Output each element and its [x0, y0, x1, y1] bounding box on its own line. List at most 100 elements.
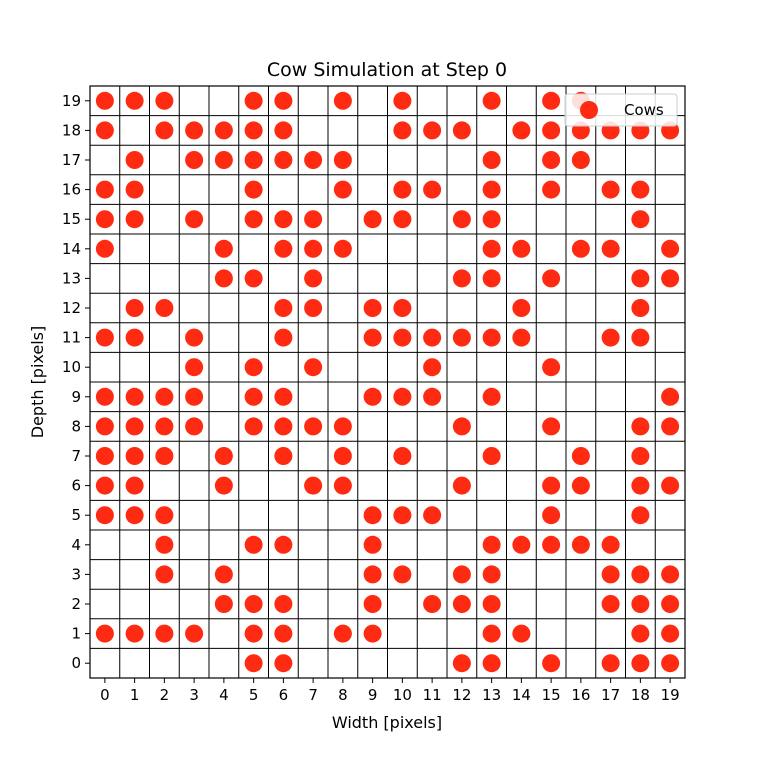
cow-point — [631, 269, 650, 288]
cow-point — [274, 328, 293, 347]
cow-point — [571, 447, 590, 465]
cow-point — [452, 328, 471, 347]
y-tick-label: 6 — [71, 477, 81, 495]
cow-point — [274, 417, 293, 436]
cow-point — [274, 654, 293, 673]
cow-point — [125, 387, 144, 406]
cow-point — [571, 476, 590, 495]
cow-point — [214, 239, 233, 258]
cow-point — [274, 535, 293, 554]
cow-point — [631, 447, 650, 465]
cow-point — [155, 299, 174, 317]
cow-point — [125, 417, 144, 436]
cow-point — [185, 387, 204, 406]
cow-point — [542, 91, 561, 110]
cow-point — [244, 417, 263, 436]
cow-point — [125, 91, 144, 110]
cow-point — [601, 180, 620, 199]
legend: Cows — [564, 93, 678, 127]
cow-point — [304, 239, 323, 258]
y-tick-label: 13 — [62, 269, 81, 287]
cow-point — [244, 358, 263, 377]
cow-point — [393, 506, 412, 525]
cow-point — [214, 565, 233, 584]
cow-point — [363, 595, 382, 613]
y-tick-label: 1 — [71, 625, 81, 643]
cow-point — [185, 624, 204, 643]
cow-point — [512, 239, 531, 258]
cow-point — [244, 269, 263, 288]
cow-point — [512, 328, 531, 347]
cow-point — [363, 506, 382, 525]
cow-point — [274, 299, 293, 317]
cow-point — [452, 595, 471, 613]
cow-point — [244, 387, 263, 406]
x-tick-label: 5 — [249, 686, 259, 704]
cow-point — [214, 121, 233, 140]
cow-point — [482, 565, 501, 584]
plot-frame — [89, 85, 686, 679]
cow-point — [393, 180, 412, 199]
y-tick-label: 15 — [62, 210, 81, 228]
cow-point — [482, 595, 501, 613]
cow-point — [631, 476, 650, 495]
cow-point — [661, 387, 680, 406]
cow-point — [661, 417, 680, 436]
x-tick-label: 7 — [308, 686, 318, 704]
cow-point — [125, 210, 144, 229]
cow-point — [155, 387, 174, 406]
cow-point — [333, 476, 352, 495]
x-tick-label: 9 — [368, 686, 378, 704]
x-tick-label: 13 — [482, 686, 501, 704]
cow-point — [661, 624, 680, 643]
cow-point — [214, 595, 233, 613]
cow-point — [631, 299, 650, 317]
cow-point — [452, 476, 471, 495]
x-axis-label: Width [pixels] — [332, 713, 442, 732]
cow-point — [244, 624, 263, 643]
x-tick-label: 11 — [423, 686, 442, 704]
x-axis-ticks: 0 1 2 3 4 5 6 7 8 9 10 11 12 13 14 15 16 17 18 19 — [100, 678, 680, 704]
cow-point — [393, 91, 412, 110]
cow-point — [601, 535, 620, 554]
cow-point — [95, 180, 114, 199]
cow-point — [452, 417, 471, 436]
x-tick-label: 14 — [512, 686, 531, 704]
cow-point — [95, 506, 114, 525]
y-tick-label: 4 — [71, 536, 81, 554]
x-tick-label: 6 — [279, 686, 289, 704]
x-tick-label: 3 — [189, 686, 199, 704]
cow-point — [155, 91, 174, 110]
cow-point — [542, 476, 561, 495]
cow-point — [631, 565, 650, 584]
y-tick-label: 5 — [71, 506, 81, 524]
cow-point — [125, 476, 144, 495]
cow-point — [125, 180, 144, 199]
cow-point — [155, 565, 174, 584]
cow-point — [363, 565, 382, 584]
cow-point — [274, 121, 293, 140]
cow-point — [661, 565, 680, 584]
y-tick-label: 17 — [62, 151, 81, 169]
y-tick-label: 11 — [62, 329, 81, 347]
y-tick-label: 12 — [62, 299, 81, 317]
cow-point — [393, 387, 412, 406]
y-tick-label: 0 — [71, 654, 81, 672]
cow-point — [304, 476, 323, 495]
cow-point — [155, 121, 174, 140]
cow-point — [95, 91, 114, 110]
cow-point — [304, 417, 323, 436]
cow-point — [631, 417, 650, 436]
cow-point — [185, 151, 204, 169]
cow-point — [423, 506, 442, 525]
cow-point — [244, 151, 263, 169]
cow-point — [512, 624, 531, 643]
cow-point — [274, 239, 293, 258]
cow-point — [304, 299, 323, 317]
x-tick-label: 0 — [100, 686, 110, 704]
cow-point — [95, 476, 114, 495]
cow-point — [95, 447, 114, 465]
cow-point — [274, 91, 293, 110]
cow-point — [482, 180, 501, 199]
x-tick-label: 2 — [160, 686, 170, 704]
